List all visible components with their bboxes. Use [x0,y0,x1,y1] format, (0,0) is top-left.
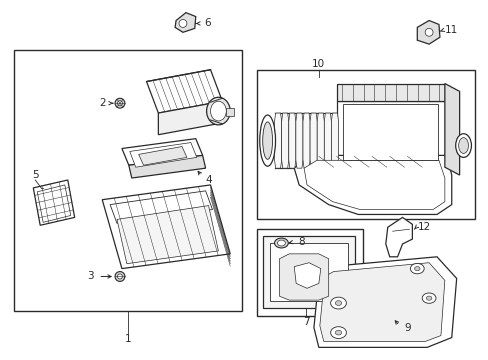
Polygon shape [331,113,338,168]
Polygon shape [317,113,324,168]
Polygon shape [110,191,212,223]
Polygon shape [274,113,281,168]
Bar [226,108,234,116]
Polygon shape [324,113,331,168]
Polygon shape [122,139,202,165]
Polygon shape [336,101,444,167]
Ellipse shape [179,19,186,27]
Polygon shape [385,217,411,257]
Ellipse shape [115,271,124,282]
Polygon shape [309,113,317,168]
Polygon shape [319,263,444,342]
Polygon shape [175,13,195,32]
Polygon shape [281,113,288,168]
Polygon shape [303,113,309,168]
Text: 11: 11 [444,25,457,35]
Bar [256,70,474,219]
Polygon shape [158,101,222,135]
Ellipse shape [259,115,275,166]
Polygon shape [129,143,196,167]
Ellipse shape [421,293,435,303]
Ellipse shape [458,138,468,153]
Ellipse shape [206,97,230,125]
Ellipse shape [115,98,124,108]
Polygon shape [416,21,439,44]
Ellipse shape [274,238,288,248]
Ellipse shape [335,301,341,305]
Ellipse shape [455,134,470,157]
Text: 9: 9 [403,323,410,333]
Ellipse shape [117,274,122,279]
Bar [343,104,437,160]
Polygon shape [288,113,295,168]
Ellipse shape [117,101,122,106]
Ellipse shape [277,240,285,246]
Polygon shape [304,160,444,210]
Ellipse shape [330,327,346,338]
Text: 8: 8 [297,237,304,247]
Text: 3: 3 [87,271,94,282]
Text: 12: 12 [417,222,430,232]
Polygon shape [295,113,303,168]
Text: 6: 6 [204,18,210,28]
Polygon shape [279,254,328,300]
Polygon shape [294,263,320,288]
Polygon shape [269,243,347,301]
Polygon shape [146,70,222,113]
Text: 1: 1 [124,334,131,345]
Polygon shape [139,147,186,165]
Ellipse shape [335,330,341,335]
Polygon shape [117,206,218,264]
Text: 10: 10 [312,59,325,69]
Ellipse shape [414,266,419,271]
Text: 2: 2 [99,98,105,108]
Polygon shape [444,84,459,175]
Bar [256,229,363,316]
Polygon shape [313,257,456,347]
Ellipse shape [424,28,432,36]
Text: 5: 5 [32,170,39,180]
Ellipse shape [426,296,431,300]
Text: 7: 7 [302,317,309,327]
Polygon shape [128,156,205,178]
Polygon shape [33,180,75,225]
Ellipse shape [330,297,346,309]
Ellipse shape [210,101,226,121]
Ellipse shape [262,122,272,159]
Bar [14,50,242,311]
Polygon shape [294,156,451,215]
Polygon shape [262,236,355,308]
Polygon shape [336,84,444,101]
Ellipse shape [409,264,423,274]
Polygon shape [102,185,230,269]
Text: 4: 4 [205,175,211,185]
